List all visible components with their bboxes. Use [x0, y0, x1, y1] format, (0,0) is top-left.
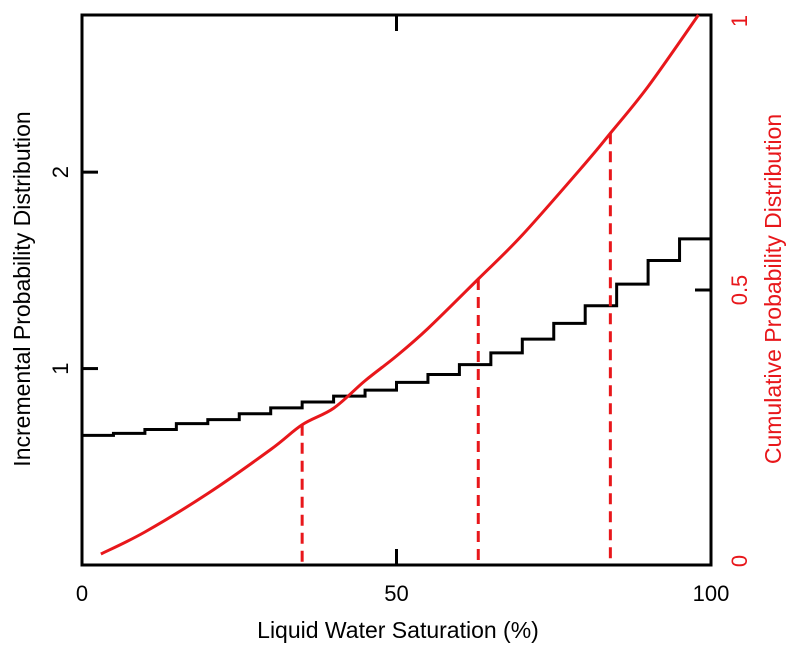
- incremental-step-line: [82, 211, 713, 437]
- tick-labels: 0 50 100 1 2 0 0.5 1: [48, 15, 752, 606]
- tick-marks: [82, 15, 711, 565]
- y-left-tick-label-0: 1: [48, 362, 73, 374]
- cumulative-curve-line: [100, 14, 700, 556]
- x-tick-label-1: 50: [384, 581, 408, 606]
- y-left-axis-title: Incremental Probability Distribution: [9, 111, 35, 466]
- y-right-tick-label-2: 1: [727, 15, 752, 27]
- marker-lines: [300, 133, 612, 565]
- x-tick-label-2: 100: [693, 581, 730, 606]
- x-axis-title: Liquid Water Saturation (%): [257, 617, 539, 643]
- y-right-tick-label-1: 0.5: [727, 275, 752, 306]
- cumulative-curve-series: [100, 14, 700, 556]
- y-left-tick-label-1: 2: [48, 166, 73, 178]
- x-tick-label-0: 0: [76, 581, 88, 606]
- y-right-tick-label-0: 0: [727, 555, 752, 567]
- y-right-axis-title: Cumulative Probability Distribution: [760, 114, 786, 464]
- incremental-step-series: [82, 211, 713, 437]
